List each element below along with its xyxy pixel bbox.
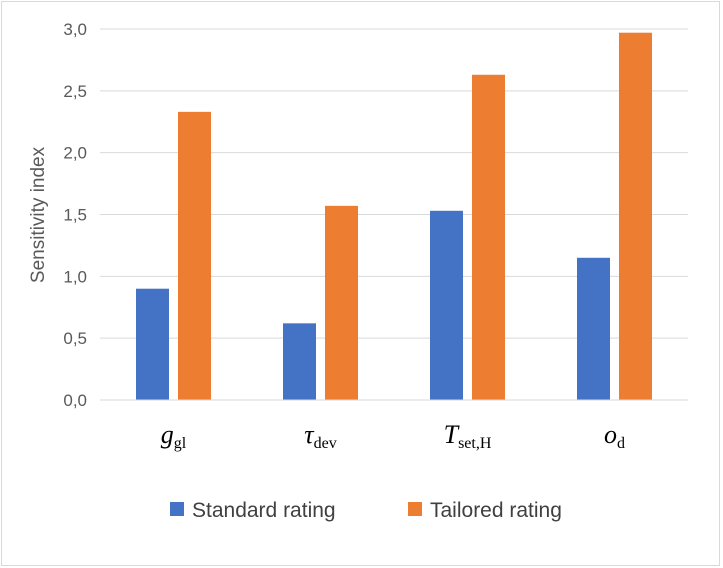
legend-label: Tailored rating <box>430 499 562 522</box>
x-tick-subscript: d <box>617 435 625 452</box>
bars <box>136 32 652 401</box>
x-tick-symbol: T <box>444 420 460 449</box>
bar-tailored-rating <box>325 205 358 400</box>
x-tick-label: Tset,H <box>444 420 492 452</box>
y-axis-label: Sensitivity index <box>28 146 49 283</box>
x-tick-symbol: o <box>604 420 617 449</box>
x-tick-label: ggl <box>161 420 187 452</box>
x-tick-subscript: gl <box>174 435 187 452</box>
y-tick-label: 1,0 <box>63 267 87 286</box>
bar-tailored-rating <box>472 74 505 401</box>
y-tick-label: 0,0 <box>63 391 87 410</box>
x-tick-subscript: dev <box>314 435 337 452</box>
x-tick-label: od <box>604 420 625 452</box>
bar-standard-rating <box>430 210 463 400</box>
y-tick-label: 3,0 <box>63 20 87 39</box>
bar-tailored-rating <box>619 32 652 401</box>
y-tick-label: 2,0 <box>63 144 87 163</box>
bar-tailored-rating <box>178 111 211 401</box>
legend: Standard rating Tailored rating <box>170 499 562 522</box>
y-axis-ticks: 0,0 0,5 1,0 1,5 2,0 2,5 3,0 <box>63 20 87 410</box>
bar-standard-rating <box>283 323 316 400</box>
legend-swatch <box>170 502 184 516</box>
bar-standard-rating <box>136 288 169 400</box>
x-axis-categories: ggl τdev Tset,H od <box>161 420 625 452</box>
y-tick-label: 2,5 <box>63 82 87 101</box>
x-tick-subscript: set,H <box>458 435 492 452</box>
legend-label: Standard rating <box>192 499 336 522</box>
bar-standard-rating <box>577 257 610 400</box>
x-tick-symbol: g <box>161 420 174 449</box>
legend-swatch <box>408 502 422 516</box>
y-tick-label: 1,5 <box>63 206 87 225</box>
y-tick-label: 0,5 <box>63 329 87 348</box>
x-tick-label: τdev <box>304 420 336 452</box>
x-tick-symbol: τ <box>304 420 315 449</box>
